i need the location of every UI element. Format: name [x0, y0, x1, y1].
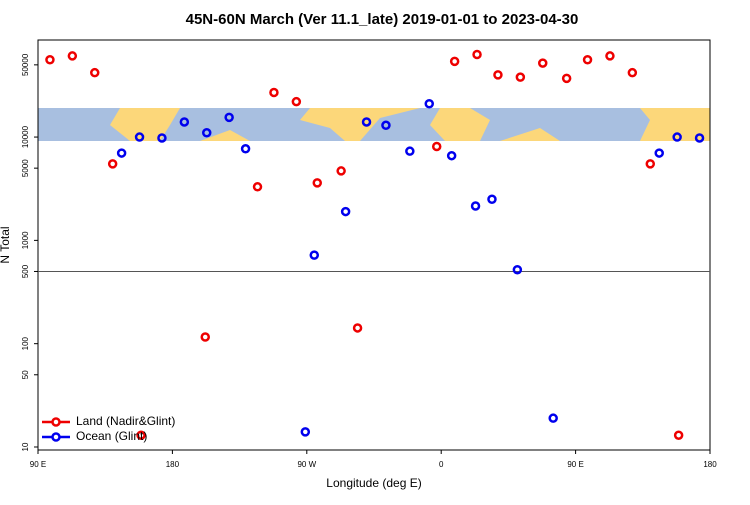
point — [361, 117, 372, 127]
map-ocean — [38, 108, 130, 141]
point — [470, 201, 481, 211]
point — [45, 55, 55, 65]
point — [446, 150, 457, 161]
y-tick-label: 10 — [21, 442, 30, 451]
point — [512, 264, 523, 275]
legend-label: Ocean (Glint) — [76, 429, 147, 443]
legend-label: Land (Nadir&Glint) — [76, 414, 175, 428]
point — [673, 430, 684, 440]
y-tick-label: 50 — [21, 370, 30, 379]
x-tick-label: 180 — [166, 460, 180, 469]
y-tick-label: 500 — [21, 264, 30, 278]
point — [340, 206, 351, 217]
point — [548, 413, 558, 423]
point — [627, 67, 638, 78]
x-tick-label: 180 — [703, 460, 717, 469]
map-band — [38, 108, 710, 141]
x-tick-label: 0 — [439, 460, 444, 469]
y-tick-label: 50000 — [21, 53, 30, 76]
x-tick-label: 90 W — [297, 460, 316, 469]
point — [200, 332, 211, 342]
point — [537, 58, 548, 68]
legend: Land (Nadir&Glint)Ocean (Glint) — [42, 414, 175, 443]
legend-marker — [51, 432, 61, 442]
point — [309, 250, 320, 260]
point — [694, 133, 705, 143]
plot-frame — [37, 39, 711, 451]
point — [487, 194, 497, 205]
y-tick-label: 10000 — [21, 125, 30, 148]
map-ocean — [470, 108, 650, 141]
point — [134, 132, 145, 142]
point — [645, 159, 656, 169]
point — [252, 182, 263, 192]
point — [472, 49, 482, 60]
y-axis-label: N Total — [0, 226, 12, 263]
x-tick-label: 90 E — [30, 460, 46, 469]
point — [672, 132, 682, 142]
point — [424, 99, 435, 109]
point — [116, 148, 127, 158]
map-ocean — [360, 108, 445, 141]
point — [515, 72, 526, 82]
x-tick-label: 90 E — [567, 460, 583, 469]
point — [654, 148, 664, 158]
point — [291, 96, 302, 107]
point — [224, 112, 234, 123]
point — [605, 51, 615, 61]
point — [300, 427, 311, 437]
point — [240, 144, 251, 154]
map-ocean — [160, 108, 345, 141]
point — [201, 128, 212, 138]
point — [449, 56, 460, 67]
point — [493, 70, 503, 80]
point — [312, 178, 323, 188]
point — [67, 51, 78, 61]
point — [136, 430, 146, 440]
y-tick-label: 1000 — [21, 231, 30, 249]
point — [157, 133, 167, 143]
x-axis-label: Longitude (deg E) — [326, 476, 421, 490]
point — [179, 117, 190, 127]
point — [431, 141, 442, 152]
y-tick-label: 5000 — [21, 159, 30, 177]
point — [336, 166, 346, 176]
chart-title: 45N-60N March (Ver 11.1_late) 2019-01-01… — [186, 11, 579, 28]
y-tick-label: 100 — [21, 336, 30, 350]
point — [381, 120, 391, 131]
legend-marker — [51, 417, 61, 427]
point — [107, 159, 118, 169]
point — [352, 323, 363, 333]
point — [561, 73, 572, 84]
point — [405, 146, 415, 156]
point — [582, 55, 593, 65]
point — [89, 67, 100, 78]
point — [269, 87, 279, 98]
